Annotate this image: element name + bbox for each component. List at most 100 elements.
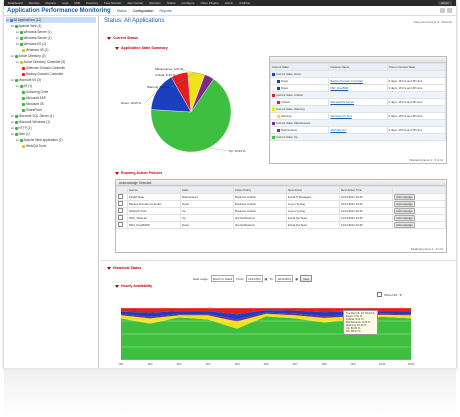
tree-item[interactable]: SharePoint [6,107,96,113]
row-checkbox[interactable] [118,208,123,213]
group-row[interactable]: Current State: Up [270,133,446,141]
topnav-item[interactable]: Monitors [149,1,161,5]
expand-icon[interactable]: ⊟ [11,78,14,82]
acknowledge-button[interactable]: Acknowledge [394,208,415,214]
collapse-icon[interactable] [115,284,119,288]
expand-icon[interactable]: ⊟ [11,24,14,28]
instance-link[interactable]: WindowsIIS Server [330,100,355,104]
column-header[interactable]: Action Policy [233,186,287,194]
tree-item[interactable]: ⊟ Apache Web (1) [6,23,96,29]
tree-item[interactable]: Web/QA Tools [6,143,96,149]
state-summary-header[interactable]: Application State Summary [115,46,168,50]
user-menu[interactable]: admin [437,1,452,5]
to-date-input[interactable]: 12/11/2012 [275,275,294,282]
column-header[interactable] [116,186,128,194]
topnav-item[interactable]: Global [166,1,176,5]
column-header[interactable]: Current State [269,63,330,71]
tree-item[interactable]: ⊟ Active Directory Controller (5) [6,59,96,65]
tree-item[interactable]: ⊟ Windows Server (1) [6,29,96,35]
group-row[interactable]: Current State: Maintenance [270,119,446,127]
show-na-toggle[interactable]: Show N/A ⚙ [377,292,402,297]
column-header[interactable] [392,186,446,194]
row-checkbox[interactable] [118,194,123,199]
tree-item[interactable]: Microsoft ASP [6,95,96,101]
topnav-item[interactable]: Dashboard [8,1,23,5]
instance-link[interactable]: Windows IIS Test [330,114,352,118]
expand-icon[interactable]: ⊟ [6,18,9,22]
action-policies-header[interactable]: Running Action Policies [115,171,162,175]
date-range-select[interactable]: Month To Date ▾ [210,275,235,282]
collapse-icon[interactable] [107,266,111,270]
tree-item[interactable]: ⊟ Microsoft SQL Server (1) [6,113,96,119]
tree-item[interactable]: ⊟ Apache Web application (1) [6,137,96,143]
acknowledge-button[interactable]: Acknowledge [394,215,415,221]
topnav-item[interactable]: Devices [28,1,40,5]
topnav-item[interactable]: Alert Center [127,1,144,5]
tree-item[interactable]: Windows IIS (1) [6,47,96,53]
topnav-item[interactable]: Reports [45,1,56,5]
series-area-down[interactable] [121,310,411,320]
hourly-availability-header[interactable]: Hourly Availability [115,284,152,288]
acknowledge-button[interactable]: Acknowledge [394,222,415,228]
column-header[interactable]: State [180,186,234,194]
calendar-icon[interactable]: ▦ [295,276,299,281]
settings-icon[interactable] [447,8,452,13]
expand-icon[interactable]: ⊟ [11,54,14,58]
table-row[interactable]: Fbsd8 State Maintenance Business Critical E… [116,193,446,201]
group-row[interactable]: Current State: Down [270,70,446,78]
topnav-item[interactable]: Configure [181,1,195,5]
from-date-input[interactable]: 12/1/2012 [246,275,263,282]
topnav-item[interactable]: Flow Monitor [104,1,122,5]
tree-item[interactable]: Microsoft IIS [6,101,96,107]
expand-icon[interactable]: ⊟ [11,120,14,124]
column-header[interactable]: Instance Name [328,63,388,71]
expand-icon[interactable]: ⊟ [16,30,19,34]
tree-item[interactable]: ⊟ Microsoft Windows (1) [6,119,96,125]
row-checkbox[interactable] [118,201,123,206]
topnav-item[interactable]: AddOns [239,1,251,5]
expand-icon[interactable]: ⊟ [16,42,19,46]
row-checkbox[interactable] [118,222,123,227]
collapse-icon[interactable] [115,171,119,175]
table-row[interactable]: Web/QA Tools Up Business Critical Log to Sy… [116,207,446,215]
view-button[interactable]: View [300,275,313,282]
group-row[interactable]: Current State: Warning [270,105,446,113]
table-row[interactable]: RNX_FreeBSD8 Down QA Notifications Email QA… [116,221,446,229]
collapse-icon[interactable] [115,46,119,50]
table-row[interactable]: RNX_WebLab Up QA Notifications Email QA Tea… [116,214,446,222]
calendar-icon[interactable]: ▦ [264,276,268,281]
topnav-item[interactable]: Logs [61,1,69,5]
expand-icon[interactable]: ⊟ [11,132,14,136]
help-icon[interactable] [440,8,445,13]
historical-status-header[interactable]: Historical Status [107,266,141,270]
tree-item[interactable]: Alternate Domain Controller [6,65,96,71]
series-area-na[interactable] [121,308,411,315]
tab-reports[interactable]: Reports [159,8,172,13]
collapse-icon[interactable] [107,36,111,40]
expand-icon[interactable]: ⊟ [16,84,19,88]
expand-icon[interactable]: ⊟ [11,126,14,130]
group-row[interactable]: Current State: Critical [270,91,446,99]
column-header[interactable]: Next Action Time [339,186,393,194]
current-status-header[interactable]: Current Status [107,36,138,40]
tree-item[interactable]: Authoring Onee [6,89,96,95]
tab-configuration[interactable]: Configuration [132,8,154,13]
tab-status[interactable]: Status [116,8,127,13]
series-area-warning[interactable] [121,313,411,329]
expand-icon[interactable]: ⊟ [16,138,19,142]
tree-item[interactable]: ⊟ HTTP (1) [6,125,96,131]
tree-item[interactable]: ⊟ All Applications (11) [6,17,96,23]
topnav-item[interactable]: Inventory [85,1,99,5]
table-row[interactable]: Maintenance Alternate DC 0 days, 18 hrs an… [269,126,447,134]
table-row[interactable]: Down Backup Domain Controller 0 days, 18 h… [269,77,447,85]
tree-item[interactable]: ⊟ Web (1) [6,131,96,137]
series-area-up[interactable] [121,316,411,360]
series-area-maintenance[interactable] [121,312,411,322]
topnav-item[interactable]: Other Plugins [200,1,219,5]
table-row[interactable]: Warning Windows IIS Test 0 days, 18 hrs an… [269,112,447,120]
expand-icon[interactable]: ⊟ [16,60,19,64]
settings-icon[interactable]: ⚙ [399,292,403,297]
acknowledge-selected-button[interactable]: Acknowledge Selected [116,180,446,186]
favorite-link[interactable]: Save As Favorite ★ Refresh [413,20,452,24]
tree-item[interactable]: ⊟ IIS (1) [6,83,96,89]
